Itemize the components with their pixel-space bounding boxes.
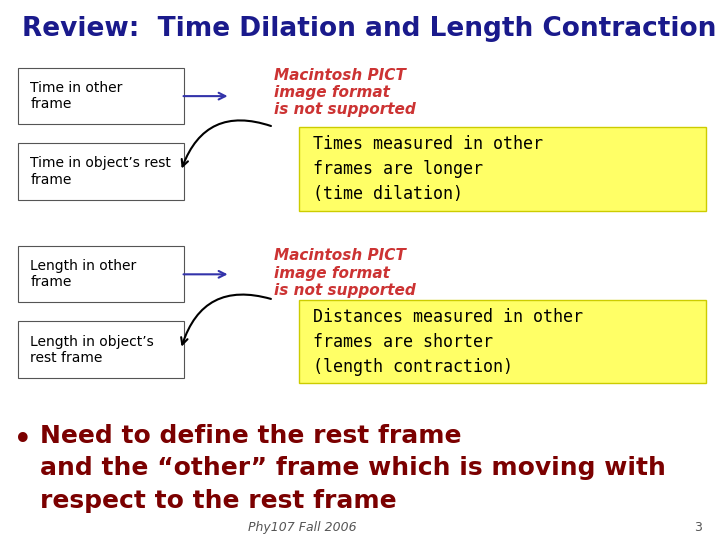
Text: Length in other
frame: Length in other frame bbox=[30, 259, 137, 289]
Text: Macintosh PICT
image format
is not supported: Macintosh PICT image format is not suppo… bbox=[274, 68, 415, 117]
FancyBboxPatch shape bbox=[18, 246, 184, 302]
Text: respect to the rest frame: respect to the rest frame bbox=[40, 489, 396, 512]
FancyBboxPatch shape bbox=[299, 300, 706, 383]
Text: Time in object’s rest
frame: Time in object’s rest frame bbox=[30, 157, 171, 186]
Text: and the “other” frame which is moving with: and the “other” frame which is moving wi… bbox=[40, 456, 665, 480]
Text: Review:  Time Dilation and Length Contraction: Review: Time Dilation and Length Contrac… bbox=[22, 16, 716, 42]
FancyBboxPatch shape bbox=[18, 68, 184, 124]
Text: Distances measured in other
frames are shorter
(length contraction): Distances measured in other frames are s… bbox=[313, 308, 583, 375]
Text: Macintosh PICT
image format
is not supported: Macintosh PICT image format is not suppo… bbox=[274, 248, 415, 298]
Text: 3: 3 bbox=[694, 521, 702, 534]
Text: Times measured in other
frames are longer
(time dilation): Times measured in other frames are longe… bbox=[313, 135, 543, 202]
FancyBboxPatch shape bbox=[18, 321, 184, 378]
Text: Time in other
frame: Time in other frame bbox=[30, 81, 122, 111]
Text: Need to define the rest frame: Need to define the rest frame bbox=[40, 424, 461, 448]
Text: •: • bbox=[13, 424, 32, 457]
FancyBboxPatch shape bbox=[18, 143, 184, 200]
FancyBboxPatch shape bbox=[299, 127, 706, 211]
Text: Phy107 Fall 2006: Phy107 Fall 2006 bbox=[248, 521, 356, 534]
Text: Length in object’s
rest frame: Length in object’s rest frame bbox=[30, 335, 154, 365]
